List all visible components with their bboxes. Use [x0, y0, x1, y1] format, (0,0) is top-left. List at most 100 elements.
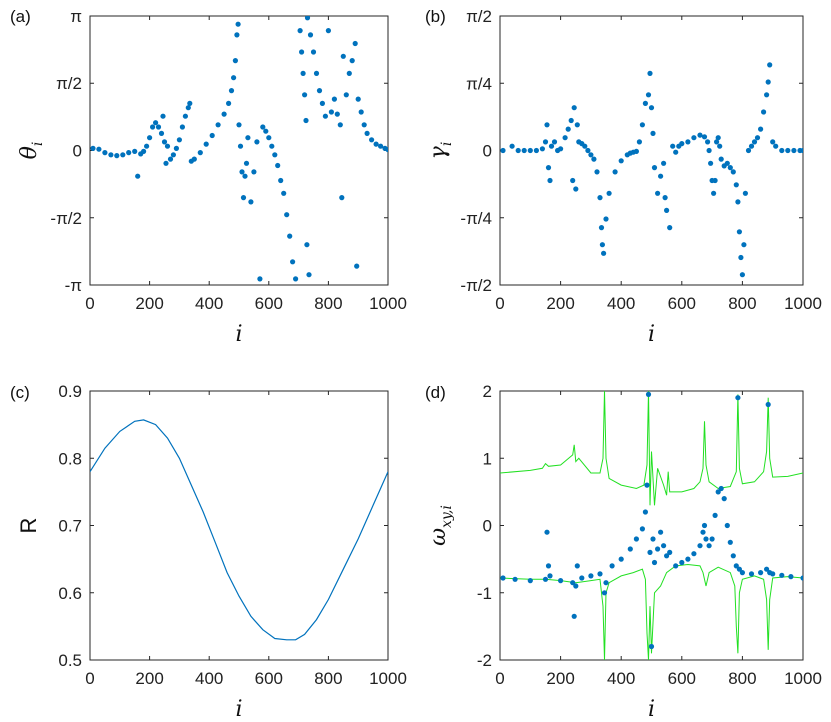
panel-label: (c) [10, 383, 30, 402]
data-point [548, 143, 555, 149]
data-point [545, 563, 552, 569]
data-point [284, 212, 290, 218]
x-tick-label: 0 [495, 669, 504, 688]
data-point [739, 570, 746, 576]
data-point [237, 143, 244, 149]
data-point [718, 156, 724, 162]
data-point [800, 575, 803, 581]
x-axis-label: i [235, 322, 242, 347]
data-point [791, 147, 797, 154]
data-point [263, 128, 269, 134]
data-point [573, 583, 579, 589]
x-tick-label: 600 [668, 669, 696, 688]
data-point [120, 152, 126, 158]
data-point [691, 135, 697, 141]
data-point [645, 391, 652, 397]
data-point [300, 70, 306, 76]
x-tick-label: 400 [607, 294, 635, 313]
x-tick-label: 600 [255, 669, 283, 688]
data-point [724, 160, 730, 166]
data-point [650, 130, 656, 136]
data-point [642, 100, 649, 106]
data-point [512, 576, 518, 582]
data-point [733, 182, 739, 188]
y-axis-label: R [16, 518, 41, 534]
data-point [715, 489, 721, 495]
data-point [588, 573, 594, 579]
data-point [730, 553, 736, 559]
data-point [290, 259, 296, 265]
data-point [340, 53, 346, 59]
data-point [182, 113, 188, 119]
data-point [158, 130, 165, 136]
data-point [141, 148, 147, 154]
data-point [644, 482, 650, 488]
data-point [667, 549, 673, 556]
data-point [655, 190, 661, 196]
data-point [248, 199, 254, 205]
data-point [176, 137, 182, 143]
data-point [599, 242, 606, 248]
data-point [297, 28, 303, 34]
y-tick-label: -π/4 [460, 209, 492, 228]
y-axis-label-sub: i [439, 142, 455, 146]
data-point [358, 109, 364, 115]
data-point [754, 135, 761, 141]
data-point [185, 105, 191, 111]
x-tick-label: 400 [195, 669, 223, 688]
data-point [661, 160, 667, 166]
data-point [215, 122, 221, 128]
data-point [700, 529, 706, 535]
data-point [170, 152, 176, 158]
y-tick-label: π [70, 7, 82, 26]
data-point [191, 156, 197, 162]
x-axis-label: i [648, 322, 655, 347]
data-point [231, 75, 237, 81]
data-point [135, 173, 141, 179]
plot-frame-b [499, 15, 804, 286]
data-point [742, 190, 749, 196]
data-point [173, 145, 179, 151]
y-tick-label: 2 [483, 382, 492, 401]
data-point [673, 149, 679, 155]
data-point [727, 165, 733, 171]
x-tick-label: 200 [135, 294, 163, 313]
data-point [788, 574, 794, 580]
data-point [597, 571, 603, 577]
data-point [636, 139, 643, 145]
x-tick-label: 800 [314, 294, 342, 313]
y-tick-label: 0 [73, 142, 82, 161]
data-point [758, 570, 764, 576]
data-point [328, 109, 334, 115]
data-point [745, 147, 752, 154]
data-point [741, 242, 747, 248]
data-point [800, 147, 803, 154]
data-point [108, 152, 114, 158]
data-point [527, 147, 533, 154]
data-point [582, 143, 588, 149]
data-point [664, 207, 670, 213]
series-line-green-upper [500, 391, 803, 506]
data-point [627, 546, 633, 552]
data-point [500, 575, 506, 581]
y-axis-label: θi [17, 142, 46, 160]
data-point [708, 160, 714, 166]
data-point [603, 580, 609, 586]
data-point [278, 177, 284, 184]
data-point [658, 173, 664, 179]
data-point [724, 522, 730, 529]
data-point [650, 536, 656, 542]
data-point [612, 169, 618, 175]
data-point [767, 62, 773, 68]
y-tick-label: 0 [483, 517, 492, 536]
data-point [243, 160, 250, 166]
data-point [764, 92, 770, 98]
data-point [96, 146, 102, 152]
data-point [551, 139, 558, 145]
data-point [651, 559, 658, 566]
data-point [266, 135, 272, 141]
y-axis-label-main: γ [426, 145, 451, 159]
y-axis-label-main: ω [426, 528, 451, 546]
data-point [319, 100, 325, 106]
